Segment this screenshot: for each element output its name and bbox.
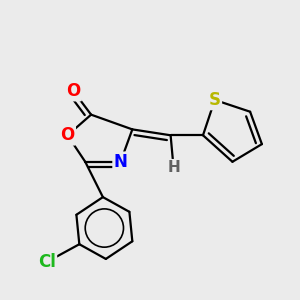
Text: O: O (60, 126, 75, 144)
Text: S: S (209, 91, 221, 109)
Text: N: N (114, 153, 128, 171)
Text: O: O (66, 82, 81, 100)
Text: H: H (167, 160, 180, 175)
Text: Cl: Cl (38, 253, 56, 271)
